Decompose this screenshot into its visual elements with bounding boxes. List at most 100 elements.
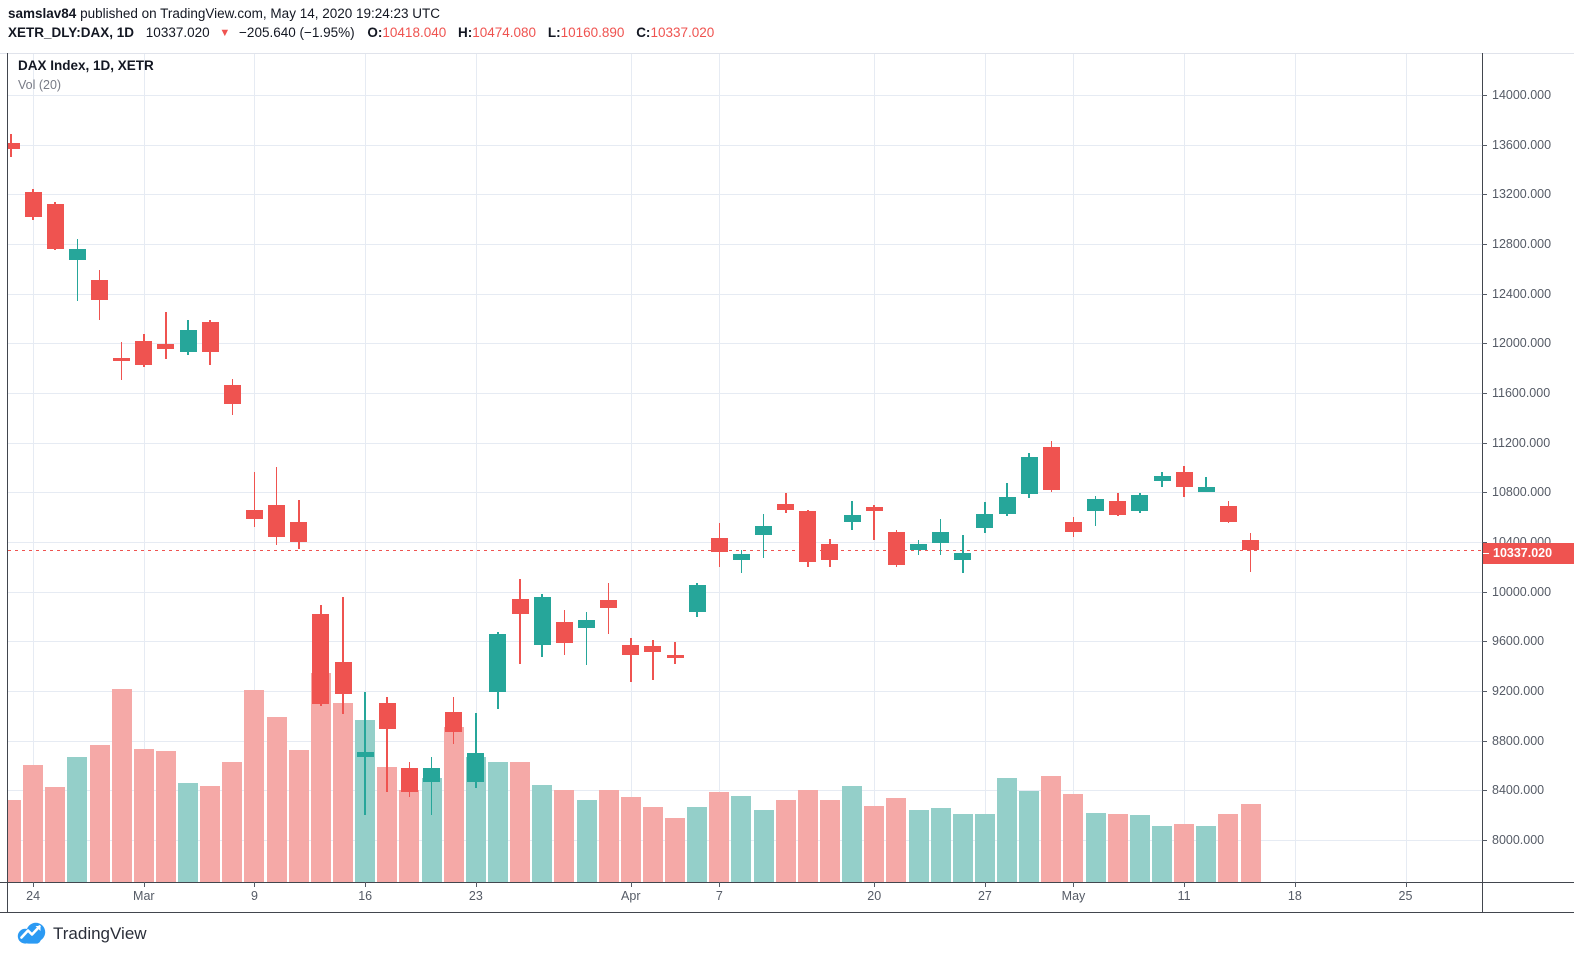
price-tick-label: 8400.000 [1492, 783, 1545, 798]
candle-body [91, 280, 109, 301]
symbol-name: XETR_DLY:DAX, 1D [8, 25, 135, 40]
candle-body [1131, 495, 1149, 511]
gridline-vertical [1073, 53, 1075, 882]
gridline-horizontal [8, 492, 1482, 494]
volume-bar [1196, 826, 1217, 882]
candle-body [1087, 499, 1105, 511]
volume-bar [930, 808, 951, 882]
last-price: 10337.020 [145, 25, 210, 40]
candle-body [1175, 472, 1193, 488]
gridline-horizontal [8, 740, 1482, 742]
gridline-horizontal [8, 144, 1482, 146]
price-axis-tick [1482, 293, 1487, 295]
volume-bar [45, 787, 66, 882]
volume-bar [731, 796, 752, 882]
volume-bar [377, 767, 398, 882]
candle-wick [76, 239, 79, 301]
volume-bar [443, 727, 464, 882]
candle-body [356, 751, 374, 757]
candle-body [24, 191, 42, 217]
time-axis-tick [143, 882, 145, 887]
volume-bar [886, 798, 907, 882]
candle-wick [253, 471, 256, 527]
volume-bar [1085, 813, 1106, 882]
price-tick-label: 12400.000 [1492, 286, 1552, 301]
gridline-horizontal [8, 244, 1482, 245]
candle-wick [762, 514, 765, 558]
candle-body [622, 645, 640, 655]
price-axis-tick [1482, 393, 1487, 394]
gridline-horizontal [8, 194, 1482, 196]
pane-left-border [7, 53, 8, 912]
candle-body [245, 510, 263, 519]
gridline-horizontal [8, 591, 1482, 593]
candle-wick [629, 638, 632, 682]
price-axis-tick [1482, 840, 1487, 842]
gridline-vertical [365, 53, 367, 882]
candle-body [290, 521, 308, 542]
candle-wick [120, 341, 123, 381]
volume-bar [155, 751, 176, 882]
volume-bar [67, 757, 88, 882]
candle-body [843, 515, 861, 522]
volume-bar [1240, 804, 1261, 882]
open-value: 10418.040 [382, 25, 447, 40]
time-tick-label: 23 [468, 889, 483, 903]
volume-bar [133, 749, 154, 882]
price-tick-label: 8000.000 [1492, 833, 1545, 848]
candle-body [821, 543, 839, 560]
candle-wick [652, 640, 654, 681]
candle-body [1219, 505, 1237, 522]
volume-bar [753, 810, 774, 882]
volume-bar [1041, 776, 1062, 882]
candle-body [157, 343, 175, 349]
candle-wick [519, 578, 521, 664]
price-tick-label: 10000.000 [1492, 584, 1552, 599]
candle-body [998, 496, 1016, 515]
time-axis-tick [1294, 882, 1296, 887]
time-axis-tick [874, 882, 876, 887]
gridline-horizontal [8, 641, 1482, 643]
candle-body [1197, 486, 1215, 492]
gridline-horizontal [8, 691, 1482, 693]
price-tick-label: 13600.000 [1492, 137, 1552, 152]
volume-bar [23, 765, 44, 882]
time-axis-tick [1405, 882, 1407, 887]
time-axis-tick [1073, 882, 1075, 887]
candle-body [732, 554, 750, 560]
candle-body [799, 510, 817, 562]
candle-body [1242, 539, 1260, 550]
price-tick-label: 8800.000 [1492, 733, 1545, 748]
price-tick-mark [1483, 553, 1489, 555]
chart-plot-area[interactable] [8, 53, 1482, 882]
tradingview-logo-icon[interactable] [16, 920, 49, 947]
candle-body [1109, 500, 1127, 516]
last-price-line [8, 549, 1482, 551]
candle-body [777, 504, 795, 510]
candle-wick [585, 611, 588, 666]
time-axis-tick [1184, 882, 1186, 887]
gridline-vertical [33, 53, 35, 882]
volume-bar [1129, 815, 1150, 882]
volume-bar [775, 800, 796, 882]
tradingview-wordmark[interactable]: TradingView [53, 924, 147, 943]
volume-bar [842, 786, 863, 882]
down-triangle-icon: ▼ [219, 27, 231, 39]
volume-bar [8, 800, 21, 882]
price-axis-tick [1482, 95, 1487, 96]
volume-bar [554, 790, 575, 882]
price-axis-tick [1482, 641, 1487, 643]
volume-bar [665, 818, 686, 882]
high-label: H: [458, 25, 473, 40]
gridline-vertical [254, 53, 256, 882]
time-tick-label: 9 [251, 889, 258, 903]
candle-body [511, 598, 529, 614]
candle-body [489, 633, 507, 692]
candle-wick [607, 583, 610, 634]
volume-bar [1218, 814, 1239, 882]
gridline-vertical [1294, 53, 1296, 882]
candle-wick [1094, 495, 1097, 526]
candle-wick [430, 756, 433, 815]
candle-body [910, 544, 928, 551]
